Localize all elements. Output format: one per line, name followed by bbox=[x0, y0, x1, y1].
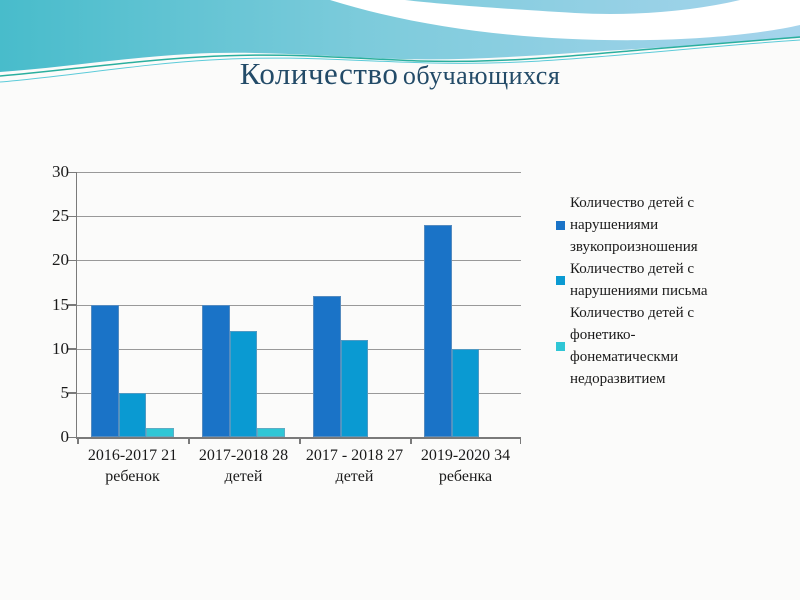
gridline bbox=[77, 304, 521, 306]
legend-label: Количество детей с нарушениями звукопрои… bbox=[570, 195, 698, 255]
y-axis-tick bbox=[68, 436, 77, 438]
gridline bbox=[77, 260, 521, 262]
bar bbox=[451, 348, 480, 437]
slide-title-primary: Количество bbox=[239, 56, 399, 91]
gridline bbox=[77, 172, 521, 173]
gridline bbox=[77, 348, 521, 350]
x-axis-label: 2017-2018 28 детей bbox=[198, 447, 289, 485]
x-axis-label: 2017 - 2018 27 детей bbox=[305, 447, 404, 485]
bar bbox=[202, 304, 230, 437]
chart-plot-area: 0 5 10 15 20 25 30 2016-2017 21 ребенок 2017-201… bbox=[52, 162, 521, 485]
x-axis-tick bbox=[77, 437, 79, 444]
gridline bbox=[77, 216, 521, 218]
y-axis-label: 0 bbox=[60, 427, 70, 446]
gridline bbox=[77, 392, 521, 394]
bar bbox=[340, 339, 369, 437]
x-axis-label: 2019-2020 34 ребенка bbox=[420, 447, 511, 485]
bar bbox=[257, 428, 285, 437]
y-axis-label: 30 bbox=[52, 162, 69, 181]
bar bbox=[313, 295, 341, 437]
y-axis-label: 20 bbox=[52, 250, 69, 270]
legend-marker-icon bbox=[556, 220, 565, 230]
bar bbox=[91, 304, 119, 437]
x-axis-tick bbox=[519, 437, 521, 444]
y-axis-tick bbox=[68, 215, 77, 218]
y-axis-tick bbox=[68, 259, 77, 262]
y-axis-tick bbox=[68, 348, 77, 350]
legend-marker-icon bbox=[556, 341, 565, 351]
bar bbox=[146, 428, 174, 437]
legend-item: Количество детей с фонетико-фонематическ… bbox=[556, 302, 734, 390]
bar bbox=[424, 225, 452, 437]
y-axis-label: 10 bbox=[52, 338, 69, 358]
y-axis-label: 15 bbox=[52, 294, 69, 314]
y-axis-tick bbox=[68, 392, 77, 394]
x-axis-label: 2016-2017 21 ребенок bbox=[87, 447, 178, 485]
slide-title-secondary: обучающихся bbox=[402, 61, 561, 90]
bar bbox=[229, 331, 258, 437]
x-axis-tick bbox=[410, 437, 412, 444]
legend-item: Количество детей с нарушениями письма bbox=[556, 258, 734, 302]
x-axis-tick bbox=[299, 437, 301, 444]
chart-legend: Количество детей с нарушениями звукопрои… bbox=[556, 192, 734, 390]
x-axis-tick bbox=[188, 437, 190, 444]
wave-decoration-graphic bbox=[0, 0, 800, 83]
y-axis-label: 5 bbox=[60, 382, 70, 402]
y-axis-tick bbox=[68, 171, 77, 173]
legend-marker-icon bbox=[556, 275, 565, 285]
bar bbox=[118, 392, 147, 437]
legend-item: Количество детей с нарушениями звукопрои… bbox=[556, 192, 734, 258]
y-axis-label: 25 bbox=[52, 206, 69, 226]
legend-label: Количество детей с фонетико-фонематическ… bbox=[570, 305, 695, 387]
slide-title: Количество обучающихся bbox=[0, 56, 800, 92]
y-axis-tick bbox=[68, 304, 77, 306]
legend-label: Количество детей с нарушениями письма bbox=[570, 261, 708, 299]
